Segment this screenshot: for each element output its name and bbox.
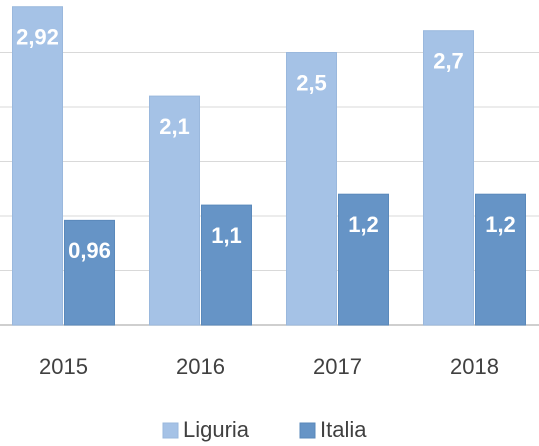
data-label: 2,5 [296, 70, 327, 95]
legend-label: Liguria [183, 417, 250, 442]
x-tick-label: 2017 [313, 354, 362, 379]
bar [12, 6, 63, 326]
bar [423, 30, 474, 326]
data-label: 1,1 [211, 223, 242, 248]
bar [201, 204, 252, 326]
x-tick-label: 2015 [39, 354, 88, 379]
bar [475, 193, 526, 326]
data-label: 2,7 [433, 49, 464, 74]
x-tick-label: 2018 [450, 354, 499, 379]
bar [64, 219, 115, 326]
data-label: 1,2 [348, 212, 379, 237]
data-label: 0,96 [68, 238, 111, 263]
bar [338, 193, 389, 326]
x-tick-label: 2016 [176, 354, 225, 379]
data-label: 1,2 [485, 212, 516, 237]
bar [286, 52, 337, 326]
legend-swatch [162, 422, 179, 439]
data-label: 2,1 [159, 114, 190, 139]
legend-label: Italia [320, 417, 367, 442]
bar [149, 95, 200, 326]
legend-swatch [299, 422, 316, 439]
data-label: 2,92 [16, 25, 59, 50]
